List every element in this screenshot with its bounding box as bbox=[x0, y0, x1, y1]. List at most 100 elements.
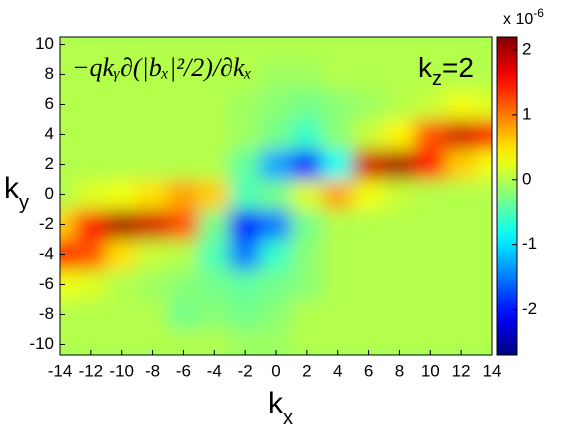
heatmap-cell bbox=[445, 59, 478, 90]
heatmap-cell bbox=[321, 179, 354, 210]
heatmap-cell bbox=[290, 299, 323, 330]
heatmap-cell bbox=[74, 269, 107, 300]
x-tick-label: -2 bbox=[238, 361, 253, 380]
x-tick-label: 2 bbox=[302, 361, 311, 380]
y-axis-label: ky bbox=[4, 172, 29, 214]
heatmap-cell bbox=[290, 239, 323, 270]
heatmap-cell bbox=[60, 37, 76, 60]
heatmap-cell bbox=[105, 149, 138, 180]
heatmap-cell bbox=[105, 209, 138, 240]
heatmap-cell bbox=[476, 269, 492, 300]
heatmap-cell bbox=[290, 179, 323, 210]
heatmap-cell bbox=[352, 299, 385, 330]
heatmap-cell bbox=[321, 89, 354, 120]
y-tick-label: 2 bbox=[45, 154, 54, 173]
heatmap-cell bbox=[476, 299, 492, 330]
x-tick-label: 14 bbox=[483, 361, 502, 380]
heatmap-cell bbox=[383, 59, 416, 90]
colorbar-tick-label: 2 bbox=[522, 39, 531, 58]
x-tick-label: 4 bbox=[333, 361, 342, 380]
heatmap-cell bbox=[414, 37, 447, 60]
colorbar bbox=[496, 36, 518, 356]
heatmap-cell bbox=[74, 149, 107, 180]
heatmap-cell bbox=[60, 89, 76, 120]
heatmap-cell bbox=[136, 119, 169, 150]
heatmap-cell bbox=[105, 299, 138, 330]
heatmap-cell bbox=[260, 239, 292, 270]
heatmap-cell bbox=[105, 119, 138, 150]
heatmap-cell bbox=[60, 209, 76, 240]
heatmap-cell bbox=[476, 239, 492, 270]
heatmap-cell bbox=[476, 59, 492, 90]
heatmap-cell bbox=[414, 269, 447, 300]
heatmap-cell bbox=[383, 37, 416, 60]
heatmap-cell bbox=[74, 209, 107, 240]
heatmap-cell bbox=[321, 59, 354, 90]
heatmap-cell bbox=[445, 299, 478, 330]
heatmap-cell bbox=[229, 119, 262, 150]
heatmap-cell bbox=[198, 119, 231, 150]
heatmap-cell bbox=[321, 37, 354, 60]
heatmap-cell bbox=[136, 59, 169, 90]
heatmap-cell bbox=[476, 329, 492, 355]
heatmap-cell bbox=[414, 209, 447, 240]
x-tick-label: 0 bbox=[271, 361, 280, 380]
heatmap-cell bbox=[167, 299, 200, 330]
heatmap-cell bbox=[60, 149, 76, 180]
heatmap-cell bbox=[414, 149, 447, 180]
x-tick-label: 8 bbox=[395, 361, 404, 380]
heatmap-cell bbox=[445, 209, 478, 240]
heatmap-cell bbox=[60, 179, 76, 210]
heatmap-cell bbox=[445, 239, 478, 270]
x-tick-label: -14 bbox=[48, 361, 73, 380]
heatmap-cell bbox=[74, 89, 107, 120]
heatmap-cell bbox=[383, 119, 416, 150]
y-tick-label: 4 bbox=[45, 124, 54, 143]
heatmap-cell bbox=[167, 209, 200, 240]
heatmap-cell bbox=[74, 179, 107, 210]
heatmap-cell bbox=[352, 119, 385, 150]
heatmap-cell bbox=[321, 209, 354, 240]
heatmap-cell bbox=[414, 299, 447, 330]
heatmap-cell bbox=[260, 89, 292, 120]
colorbar-tick-label: -1 bbox=[522, 234, 537, 253]
heatmap-cell bbox=[476, 119, 492, 150]
heatmap-cell bbox=[476, 209, 492, 240]
heatmap-cell bbox=[414, 179, 447, 210]
heatmap-cell bbox=[383, 89, 416, 120]
heatmap-cell bbox=[105, 59, 138, 90]
heatmap-cell bbox=[167, 119, 200, 150]
y-tick-label: -10 bbox=[29, 334, 54, 353]
heatmap-cell bbox=[136, 37, 169, 60]
heatmap-cell bbox=[383, 209, 416, 240]
x-tick-label: -4 bbox=[207, 361, 222, 380]
heatmap-cell bbox=[167, 59, 200, 90]
heatmap-cell bbox=[352, 209, 385, 240]
heatmap-cell bbox=[290, 269, 323, 300]
heatmap-cell bbox=[260, 119, 292, 150]
heatmap-cell bbox=[60, 329, 76, 355]
heatmap-cell bbox=[414, 59, 447, 90]
heatmap-cell bbox=[414, 89, 447, 120]
y-tick-label: -8 bbox=[39, 304, 54, 323]
heatmap-cell bbox=[321, 269, 354, 300]
y-tick-label: -2 bbox=[39, 214, 54, 233]
colorbar-tick-label: -2 bbox=[522, 299, 537, 318]
formula: −qkᵧ∂(|bₓ|²/2)/∂kₓ bbox=[72, 53, 252, 82]
heatmap-cell bbox=[229, 299, 262, 330]
heatmap-cell bbox=[229, 239, 262, 270]
heatmap-cell bbox=[352, 239, 385, 270]
heatmap-cell bbox=[74, 59, 107, 90]
heatmap-cell bbox=[229, 37, 262, 60]
heatmap-cell bbox=[445, 149, 478, 180]
heatmap-cell bbox=[74, 239, 107, 270]
colorbar-tick-label: 0 bbox=[522, 169, 531, 188]
heatmap-cell bbox=[352, 149, 385, 180]
heatmap-cell bbox=[198, 209, 231, 240]
heatmap-cell bbox=[167, 269, 200, 300]
heatmap-cell bbox=[198, 299, 231, 330]
heatmap-cell bbox=[352, 269, 385, 300]
heatmap-cell bbox=[352, 37, 385, 60]
heatmap-cell bbox=[198, 37, 231, 60]
